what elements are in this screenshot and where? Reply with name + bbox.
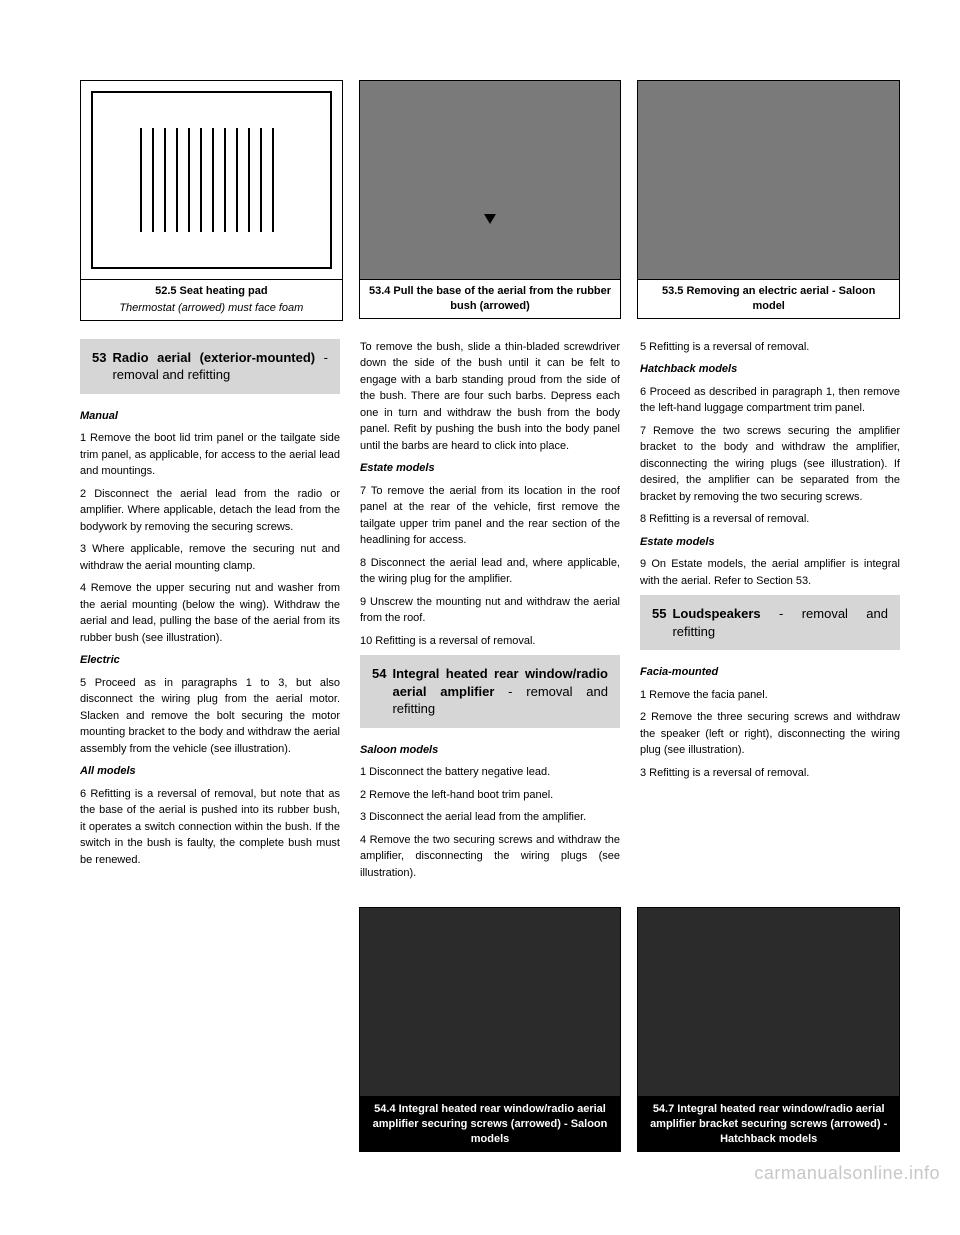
p-54-7: 7 Remove the two screws securing the amp… [640,423,900,506]
heading-hatchback: Hatchback models [640,361,900,378]
heading-estate-2: Estate models [640,534,900,551]
heading-manual: Manual [80,408,340,425]
p-54-9: 9 On Estate models, the aerial amplifier… [640,556,900,589]
watermark-text: carmanualsonline.info [754,1163,940,1184]
figure-53-5: 53.5 Removing an electric aerial - Saloo… [637,80,900,321]
caption-main: 53.4 Pull the base of the aerial from th… [369,285,611,312]
column-3: 5 Refitting is a reversal of removal. Ha… [640,339,900,888]
heading-estate: Estate models [360,460,620,477]
p-54-2: 2 Remove the left-hand boot trim panel. [360,787,620,804]
section-54-num: 54 [372,665,386,718]
heading-saloon: Saloon models [360,742,620,759]
p-54-5: 5 Refitting is a reversal of removal. [640,339,900,356]
caption-main: 52.5 Seat heating pad [155,285,267,297]
p-53-9: 9 Unscrew the mounting nut and withdraw … [360,594,620,627]
section-54-title: Integral heated rear window/radio aerial… [392,665,608,718]
bottom-figure-row: 54.4 Integral heated rear window/radio a… [80,907,900,1152]
section-55-num: 55 [652,605,666,640]
figure-53-4-caption: 53.4 Pull the base of the aerial from th… [359,280,622,319]
p-53-10: 10 Refitting is a reversal of removal. [360,633,620,650]
heading-electric: Electric [80,652,340,669]
p-53-8: 8 Disconnect the aerial lead and, where … [360,555,620,588]
p-53-5: 5 Proceed as in paragraphs 1 to 3, but a… [80,675,340,758]
p-53-2: 2 Disconnect the aerial lead from the ra… [80,486,340,536]
top-figure-row: 52.5 Seat heating pad Thermostat (arrowe… [80,80,900,321]
figure-54-7-image [637,907,900,1097]
p-54-3: 3 Disconnect the aerial lead from the am… [360,809,620,826]
figure-53-4: 53.4 Pull the base of the aerial from th… [359,80,622,321]
section-54-box: 54 Integral heated rear window/radio aer… [360,655,620,728]
column-1: 53 Radio aerial (exterior-mounted) - rem… [80,339,340,888]
p-53-6: 6 Refitting is a reversal of removal, bu… [80,786,340,869]
p-55-2: 2 Remove the three securing screws and w… [640,709,900,759]
p-55-3: 3 Refitting is a reversal of removal. [640,765,900,782]
heading-facia: Facia-mounted [640,664,900,681]
figure-53-4-image [359,80,622,280]
p-53-7: 7 To remove the aerial from its location… [360,483,620,549]
p-53-3: 3 Where applicable, remove the securing … [80,541,340,574]
p-55-1: 1 Remove the facia panel. [640,687,900,704]
figure-54-4-caption: 54.4 Integral heated rear window/radio a… [359,1097,622,1152]
figure-54-4-image [359,907,622,1097]
caption-sub: Thermostat (arrowed) must face foam [87,301,336,316]
p-54-6: 6 Proceed as described in paragraph 1, t… [640,384,900,417]
figure-54-7: 54.7 Integral heated rear window/radio a… [637,907,900,1152]
caption-main: 53.5 Removing an electric aerial - Saloo… [662,285,875,312]
p-53-1: 1 Remove the boot lid trim panel or the … [80,430,340,480]
figure-54-7-caption: 54.7 Integral heated rear window/radio a… [637,1097,900,1152]
p-54-4: 4 Remove the two securing screws and wit… [360,832,620,882]
section-55-box: 55 Loudspeakers - removal and refitting [640,595,900,650]
figure-54-4: 54.4 Integral heated rear window/radio a… [359,907,622,1152]
p-54-1: 1 Disconnect the battery negative lead. [360,764,620,781]
section-53-box: 53 Radio aerial (exterior-mounted) - rem… [80,339,340,394]
section-55-title: Loudspeakers - removal and refitting [672,605,888,640]
figure-52-5-image [80,80,343,280]
p-col2-1: To remove the bush, slide a thin-bladed … [360,339,620,455]
heading-all-models: All models [80,763,340,780]
p-53-4: 4 Remove the upper securing nut and wash… [80,580,340,646]
section-53-bold: Radio aerial (exterior-mounted) [112,350,315,365]
section-55-bold: Loudspeakers [672,606,760,621]
figure-53-5-caption: 53.5 Removing an electric aerial - Saloo… [637,280,900,319]
figure-52-5: 52.5 Seat heating pad Thermostat (arrowe… [80,80,343,321]
figure-53-5-image [637,80,900,280]
section-53-num: 53 [92,349,106,384]
column-2: To remove the bush, slide a thin-bladed … [360,339,620,888]
figure-52-5-caption: 52.5 Seat heating pad Thermostat (arrowe… [80,280,343,321]
p-54-8: 8 Refitting is a reversal of removal. [640,511,900,528]
section-53-title: Radio aerial (exterior-mounted) - remova… [112,349,328,384]
body-columns: 53 Radio aerial (exterior-mounted) - rem… [80,339,900,888]
